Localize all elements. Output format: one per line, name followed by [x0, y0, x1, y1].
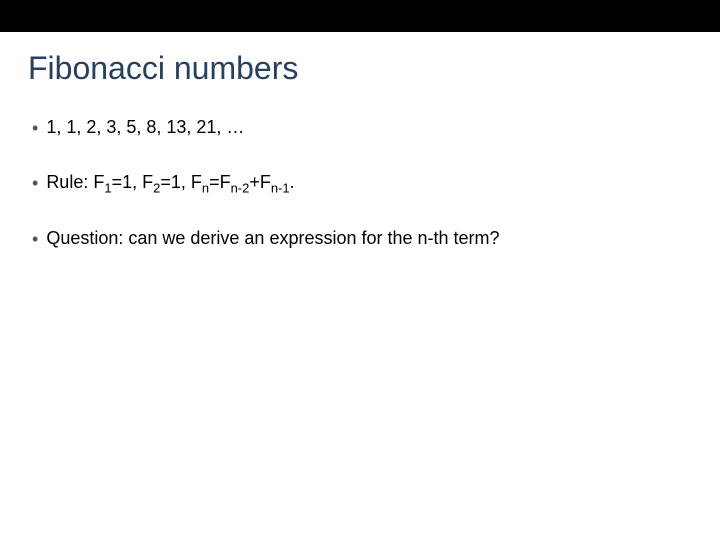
- bullet-list: • 1, 1, 2, 3, 5, 8, 13, 21, … • Rule: F1…: [28, 115, 692, 251]
- rule-fn-d: .: [290, 172, 295, 192]
- rule-f2-a: F: [142, 172, 153, 192]
- bullet-item: • Rule: F1=1, F2=1, Fn=Fn-2+Fn-1.: [32, 170, 692, 195]
- rule-f2-b: =1,: [160, 172, 191, 192]
- rule-sub-1: 1: [104, 181, 111, 196]
- rule-sub-n1: n-1: [271, 181, 290, 196]
- rule-fn-a: F: [191, 172, 202, 192]
- top-black-bar: [0, 0, 720, 32]
- bullet-item: • Question: can we derive an expression …: [32, 226, 692, 251]
- rule-prefix: Rule:: [46, 172, 93, 192]
- rule-f1-b: =1,: [112, 172, 143, 192]
- bullet-text: Rule: F1=1, F2=1, Fn=Fn-2+Fn-1.: [46, 170, 294, 194]
- slide-content: Fibonacci numbers • 1, 1, 2, 3, 5, 8, 13…: [0, 32, 720, 251]
- rule-sub-n2: n-2: [231, 181, 250, 196]
- rule-f1-a: F: [93, 172, 104, 192]
- rule-fn-b: =F: [209, 172, 231, 192]
- slide-title: Fibonacci numbers: [28, 50, 692, 87]
- bullet-text: 1, 1, 2, 3, 5, 8, 13, 21, …: [46, 115, 244, 139]
- bullet-dot-icon: •: [32, 171, 38, 195]
- bullet-dot-icon: •: [32, 116, 38, 140]
- rule-fn-c: +F: [249, 172, 271, 192]
- bullet-item: • 1, 1, 2, 3, 5, 8, 13, 21, …: [32, 115, 692, 140]
- bullet-text: Question: can we derive an expression fo…: [46, 226, 499, 250]
- rule-sub-n: n: [202, 181, 209, 196]
- bullet-dot-icon: •: [32, 227, 38, 251]
